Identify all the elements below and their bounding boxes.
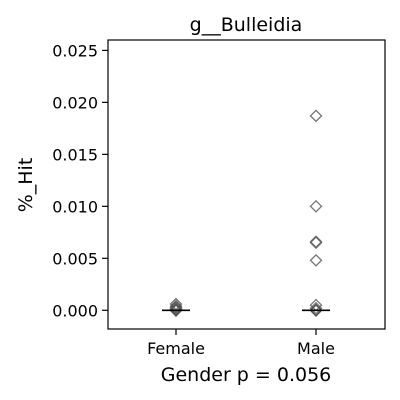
data-point <box>309 303 323 317</box>
chart-title: g__Bulleidia <box>190 14 303 36</box>
y-tick-label: 0.020 <box>52 93 98 112</box>
y-tick-label: 0.015 <box>52 145 98 164</box>
plot-marks <box>162 109 330 317</box>
y-axis: 0.000 0.005 0.010 0.015 0.020 0.025 <box>52 41 108 320</box>
y-tick-label: 0.005 <box>52 249 98 268</box>
y-tick-label: 0.025 <box>52 41 98 60</box>
plot-frame <box>107 39 386 330</box>
x-tick-label: Female <box>147 339 205 358</box>
y-tick-label: 0.000 <box>52 301 98 320</box>
data-point <box>309 199 323 213</box>
data-point <box>309 236 323 250</box>
data-point <box>309 235 323 249</box>
data-point <box>309 253 323 267</box>
data-point <box>309 109 323 123</box>
y-tick-label: 0.010 <box>52 197 98 216</box>
x-axis: Female Male <box>147 329 335 358</box>
x-axis-label: Gender p = 0.056 <box>161 364 332 386</box>
data-point <box>169 299 183 313</box>
y-axis-label: %_Hit <box>15 158 37 213</box>
x-tick-label: Male <box>297 339 335 358</box>
